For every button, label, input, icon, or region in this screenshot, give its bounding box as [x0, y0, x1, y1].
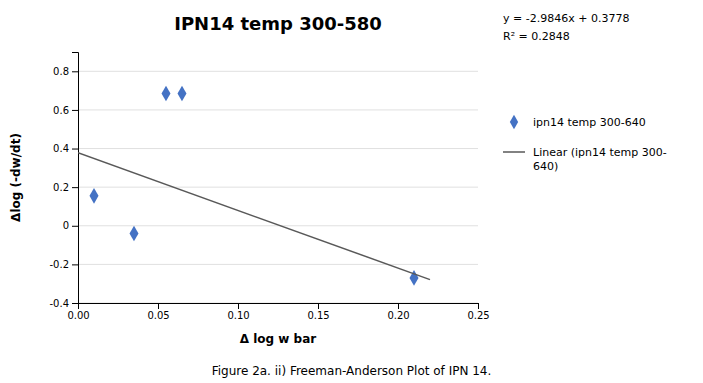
marks	[78, 86, 430, 286]
tick: 0.00	[67, 303, 89, 321]
title: IPN14 temp 300-580	[174, 13, 382, 34]
tick-mark	[72, 187, 78, 188]
plot-area: 0.00 0.05 0.10 0.15 0.20 0.25 -0.4 -0.2 0 0.2 0.4 0…	[49, 53, 489, 322]
point	[162, 86, 171, 102]
tick-label: 0.05	[147, 310, 169, 321]
chart: 0.00 0.05 0.10 0.15 0.20 0.25 -0.4 -0.2 0 0.2 0.4 0…	[0, 0, 703, 383]
tick-label: 0.4	[53, 143, 69, 154]
legend-label: ipn14 temp 300-640	[533, 116, 646, 129]
grid-line	[78, 109, 478, 110]
tick-mark	[72, 149, 78, 150]
tick-mark	[398, 303, 399, 309]
axis-line	[72, 53, 79, 304]
tick-label: 0.6	[53, 105, 69, 116]
annotation: y = -2.9846x + 0.3778	[503, 12, 629, 25]
y-axis: -0.4 -0.2 0 0.2 0.4 0.6 0.8	[49, 53, 78, 309]
grid-line	[78, 264, 478, 265]
tick: 0.2	[53, 182, 78, 193]
point	[178, 86, 187, 102]
tick: 0.20	[387, 303, 409, 321]
tick-label: 0.10	[227, 310, 249, 321]
tick-mark	[72, 226, 78, 227]
grid-line	[78, 71, 478, 72]
point	[90, 188, 99, 204]
tick-label: -0.4	[49, 298, 69, 309]
tick: 0.15	[307, 303, 329, 321]
annotation: R² = 0.2848	[503, 30, 570, 43]
y-axis-title: Δlog (-dw/dt)	[9, 133, 23, 222]
tick: 0.8	[53, 66, 78, 77]
tick-label: 0.00	[67, 310, 89, 321]
axis-line	[79, 304, 479, 310]
tick: 0.6	[53, 105, 78, 116]
tick: 0.4	[53, 143, 78, 154]
tick-mark	[72, 71, 78, 72]
tick-mark	[318, 303, 319, 309]
tick: 0	[63, 220, 78, 231]
x-axis: 0.00 0.05 0.10 0.15 0.20 0.25	[67, 303, 489, 321]
tick-mark	[158, 303, 159, 309]
tick-label: 0.25	[467, 310, 489, 321]
tick-label: 0.8	[53, 66, 69, 77]
tick: 0.10	[227, 303, 249, 321]
grid-line	[78, 148, 478, 149]
legend: ipn14 temp 300-640 Linear (ipn14 temp 300…	[503, 115, 667, 173]
legend-label: Linear (ipn14 temp 300-640)	[533, 146, 667, 173]
grid-line	[78, 187, 478, 188]
tick-mark	[72, 110, 78, 111]
tick-label: 0	[63, 220, 69, 231]
tick-mark	[72, 264, 78, 265]
grid	[78, 71, 478, 303]
tick-mark	[478, 303, 479, 309]
tick-mark	[72, 303, 78, 304]
tick: 0.25	[467, 303, 489, 321]
tick-mark	[238, 303, 239, 309]
caption: Figure 2a. ii) Freeman-Anderson Plot of …	[212, 364, 492, 378]
tick-label: 0.15	[307, 310, 329, 321]
tick: -0.4	[49, 298, 78, 309]
tick: -0.2	[49, 259, 78, 270]
tick: 0.05	[147, 303, 169, 321]
point	[130, 226, 139, 242]
legend-item: ipn14 temp 300-640	[510, 115, 646, 129]
x-axis-title: Δ log w bar	[240, 332, 317, 346]
tick-label: 0.2	[53, 182, 69, 193]
fit-line	[78, 153, 430, 280]
tick-label: 0.20	[387, 310, 409, 321]
legend-swatch	[503, 151, 525, 153]
tick-label: -0.2	[49, 259, 69, 270]
legend-swatch	[510, 115, 518, 129]
legend-item: Linear (ipn14 temp 300-640)	[503, 146, 667, 173]
